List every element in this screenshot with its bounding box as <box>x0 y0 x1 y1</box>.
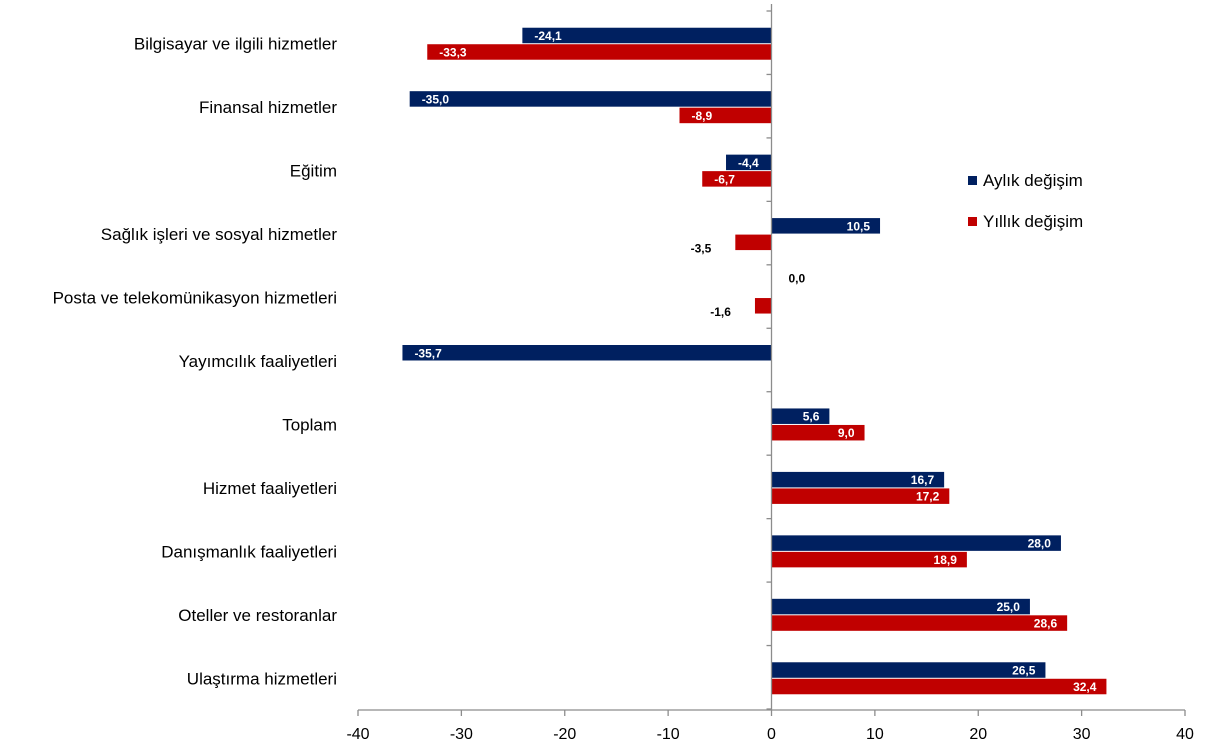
category-label-7: Hizmet faaliyetleri <box>203 479 337 498</box>
bar-yillik-8 <box>771 551 967 568</box>
data-label-aylik-8: 28,0 <box>1028 537 1052 551</box>
bar-yillik-10 <box>771 678 1107 695</box>
bar-yillik-4 <box>754 298 772 314</box>
category-label-0: Bilgisayar ve ilgili hizmetler <box>134 35 337 54</box>
bar-yillik-6 <box>771 424 865 441</box>
bar-aylik-8 <box>771 535 1061 551</box>
bar-yillik-9 <box>771 615 1068 631</box>
bar-yillik-0 <box>427 44 772 60</box>
category-label-4: Posta ve telekomünikasyon hizmetleri <box>53 289 337 308</box>
bars-layer <box>402 27 1107 695</box>
bar-aylik-10 <box>771 662 1046 678</box>
category-label-5: Yayımcılık faaliyetleri <box>179 352 337 371</box>
bar-yillik-7 <box>771 488 950 504</box>
bar-aylik-0 <box>522 27 772 44</box>
data-label-yillik-10: 32,4 <box>1073 680 1097 694</box>
data-label-aylik-2: -4,4 <box>738 156 759 170</box>
data-label-yillik-9: 28,6 <box>1034 617 1058 631</box>
x-tick-label-8: 40 <box>1176 726 1194 743</box>
category-label-9: Oteller ve restoranlar <box>178 606 337 625</box>
data-label-aylik-5: -35,7 <box>414 346 442 360</box>
category-label-2: Eğitim <box>290 162 337 181</box>
bar-aylik-3 <box>771 218 881 234</box>
bar-yillik-2 <box>702 171 772 187</box>
legend-label-1: Yıllık değişim <box>983 212 1083 231</box>
bar-aylik-7 <box>771 471 945 488</box>
x-tick-label-0: -40 <box>346 726 369 743</box>
x-tick-label-1: -30 <box>450 726 473 743</box>
x-tick-label-5: 10 <box>866 726 884 743</box>
bar-yillik-3 <box>735 234 772 251</box>
legend-swatch-1 <box>968 217 977 226</box>
bar-yillik-1 <box>679 107 772 124</box>
legend: Aylık değişim Yıllık değişim <box>968 171 1083 231</box>
data-label-aylik-3: 10,5 <box>847 219 871 233</box>
data-label-yillik-0: -33,3 <box>439 45 467 59</box>
data-label-yillik-7: 17,2 <box>916 490 940 504</box>
data-label-yillik-6: 9,0 <box>838 426 855 440</box>
bar-aylik-5 <box>402 345 772 361</box>
bar-aylik-6 <box>771 408 830 424</box>
bar-aylik-2 <box>726 154 772 171</box>
data-label-aylik-7: 16,7 <box>911 473 935 487</box>
data-label-aylik-6: 5,6 <box>803 410 820 424</box>
data-label-aylik-10: 26,5 <box>1012 664 1036 678</box>
data-label-yillik-3: -3,5 <box>691 241 712 255</box>
bar-aylik-1 <box>409 91 772 107</box>
category-label-10: Ulaştırma hizmetleri <box>187 669 337 688</box>
data-label-yillik-2: -6,7 <box>714 172 735 186</box>
data-label-yillik-8: 18,9 <box>934 553 958 567</box>
data-label-aylik-4: 0,0 <box>789 271 806 285</box>
category-label-8: Danışmanlık faaliyetleri <box>161 542 337 561</box>
bar-aylik-9 <box>771 598 1030 615</box>
category-label-3: Sağlık işleri ve sosyal hizmetler <box>101 225 338 244</box>
category-label-6: Toplam <box>282 415 337 434</box>
data-label-yillik-4: -1,6 <box>710 305 731 319</box>
legend-label-0: Aylık değişim <box>983 171 1083 190</box>
x-tick-label-3: -10 <box>657 726 680 743</box>
category-labels-layer: Bilgisayar ve ilgili hizmetler Finansal h… <box>53 35 338 689</box>
x-tick-label-7: 30 <box>1073 726 1091 743</box>
x-tick-label-2: -20 <box>553 726 576 743</box>
category-label-1: Finansal hizmetler <box>199 98 337 117</box>
data-label-yillik-1: -8,9 <box>691 109 712 123</box>
x-tick-label-6: 20 <box>969 726 987 743</box>
data-labels-layer: -24,1 -33,3 -35,0 -8,9 -4,4-6,7 10,5 -3,5 0,0 -1… <box>414 29 1096 694</box>
data-label-aylik-9: 25,0 <box>997 600 1021 614</box>
axes-layer: -40 -30 -20 -10 0 10 20 30 40 <box>346 4 1194 743</box>
data-label-aylik-1: -35,0 <box>422 92 450 106</box>
legend-swatch-0 <box>968 176 977 185</box>
x-tick-label-4: 0 <box>767 726 776 743</box>
data-label-aylik-0: -24,1 <box>534 29 562 43</box>
